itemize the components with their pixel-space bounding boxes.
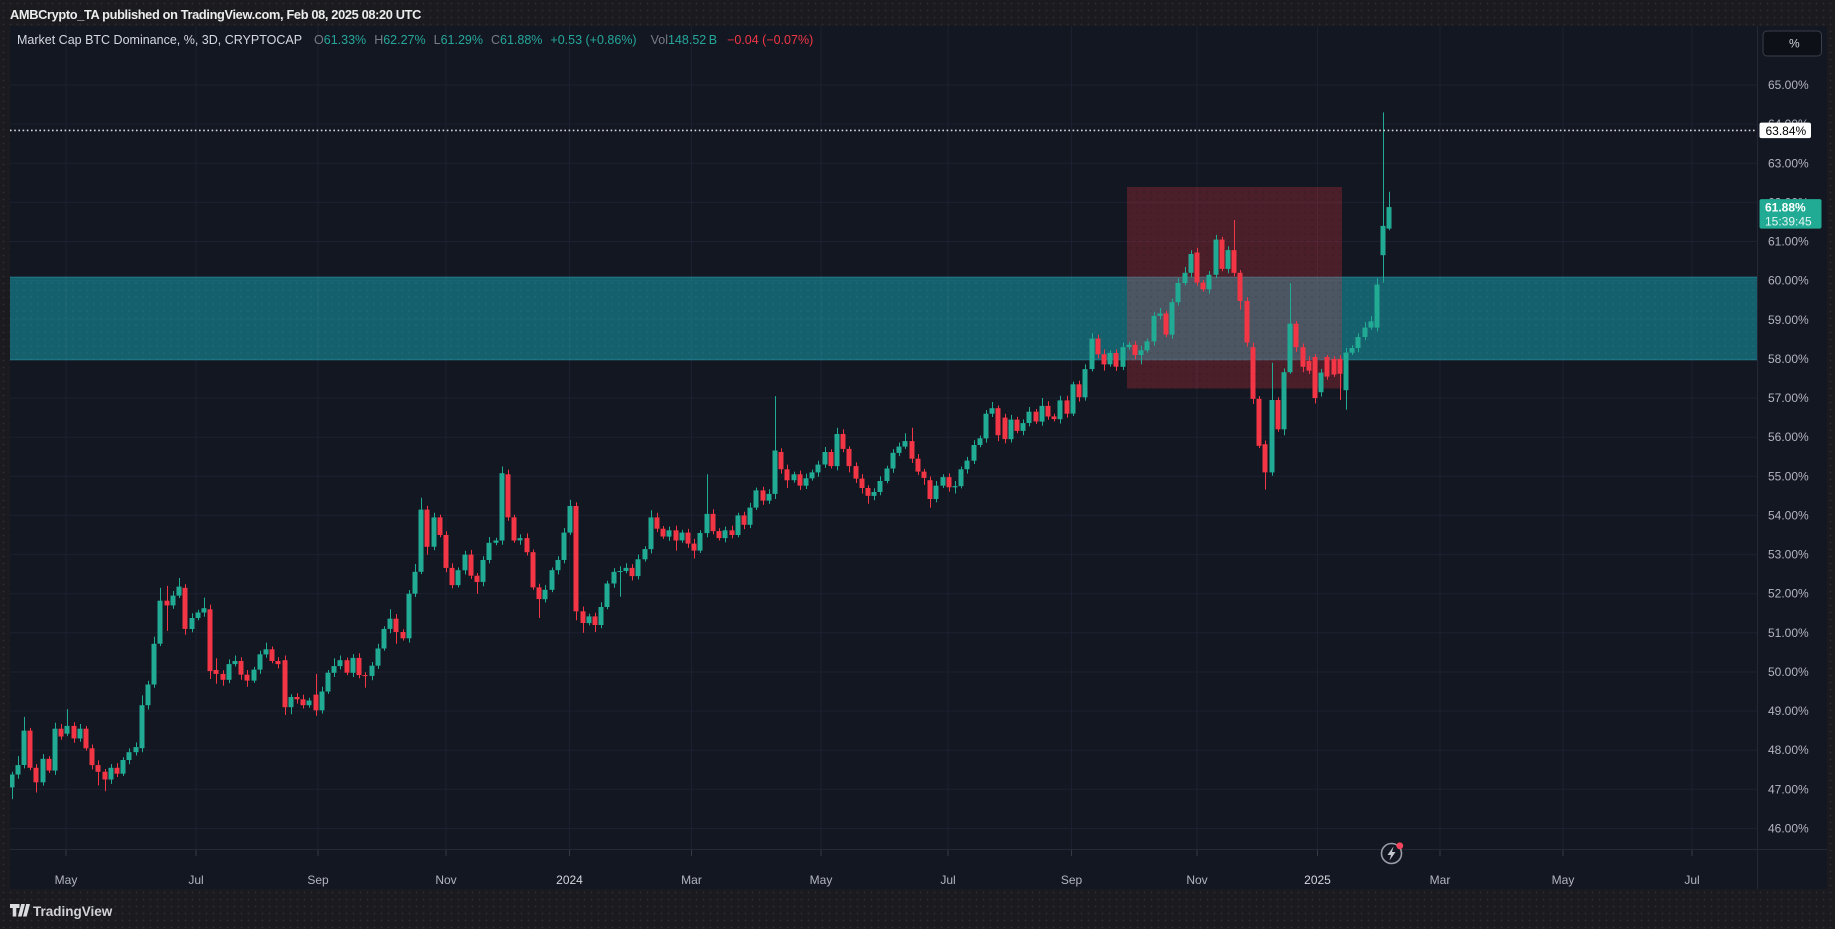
svg-text:Mar: Mar bbox=[681, 873, 702, 887]
svg-text:63.00%: 63.00% bbox=[1768, 156, 1809, 170]
svg-text:Jul: Jul bbox=[940, 873, 955, 887]
svg-text:57.00%: 57.00% bbox=[1768, 391, 1809, 405]
svg-text:Nov: Nov bbox=[435, 873, 456, 887]
svg-text:61.00%: 61.00% bbox=[1768, 235, 1809, 249]
svg-text:61.88%: 61.88% bbox=[1765, 201, 1806, 215]
svg-text:Jul: Jul bbox=[188, 873, 203, 887]
svg-text:58.00%: 58.00% bbox=[1768, 352, 1809, 366]
svg-text:53.00%: 53.00% bbox=[1768, 548, 1809, 562]
svg-text:47.00%: 47.00% bbox=[1768, 782, 1809, 796]
svg-text:65.00%: 65.00% bbox=[1768, 78, 1809, 92]
svg-text:2024: 2024 bbox=[556, 873, 583, 887]
svg-text:May: May bbox=[1552, 873, 1575, 887]
svg-text:63.84%: 63.84% bbox=[1766, 124, 1807, 138]
svg-text:46.00%: 46.00% bbox=[1768, 822, 1809, 836]
svg-text:Sep: Sep bbox=[307, 873, 329, 887]
svg-text:49.00%: 49.00% bbox=[1768, 704, 1809, 718]
svg-text:60.00%: 60.00% bbox=[1768, 274, 1809, 288]
svg-text:51.00%: 51.00% bbox=[1768, 626, 1809, 640]
svg-text:52.00%: 52.00% bbox=[1768, 587, 1809, 601]
svg-text:Nov: Nov bbox=[1186, 873, 1207, 887]
svg-text:Sep: Sep bbox=[1061, 873, 1083, 887]
svg-text:15:39:45: 15:39:45 bbox=[1765, 215, 1812, 229]
svg-text:May: May bbox=[810, 873, 833, 887]
svg-text:59.00%: 59.00% bbox=[1768, 313, 1809, 327]
svg-text:2025: 2025 bbox=[1304, 873, 1331, 887]
svg-text:%: % bbox=[1789, 37, 1800, 51]
svg-text:Mar: Mar bbox=[1430, 873, 1451, 887]
svg-text:Jul: Jul bbox=[1684, 873, 1699, 887]
svg-text:56.00%: 56.00% bbox=[1768, 430, 1809, 444]
svg-text:55.00%: 55.00% bbox=[1768, 469, 1809, 483]
svg-text:May: May bbox=[55, 873, 78, 887]
svg-text:48.00%: 48.00% bbox=[1768, 743, 1809, 757]
svg-text:54.00%: 54.00% bbox=[1768, 508, 1809, 522]
svg-text:50.00%: 50.00% bbox=[1768, 665, 1809, 679]
